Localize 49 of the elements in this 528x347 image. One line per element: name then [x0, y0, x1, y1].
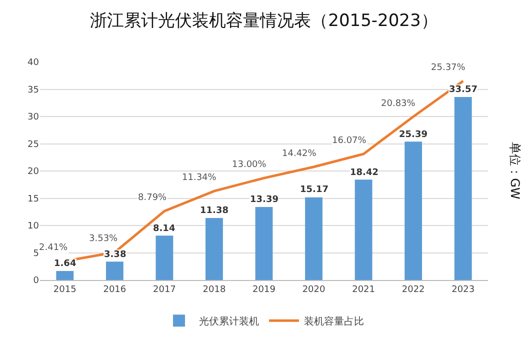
y-tick-label: 25 — [28, 140, 39, 150]
y-tick-label: 10 — [28, 222, 40, 232]
data-label: 8.14 — [153, 224, 176, 234]
data-label: 25.39 — [399, 130, 428, 140]
y-tick-label: 15 — [28, 194, 39, 204]
data-label: 13.39 — [250, 195, 278, 205]
y-tick-label: 20 — [28, 167, 40, 178]
bar — [354, 180, 372, 280]
bar — [56, 271, 74, 280]
y-tick-label: 40 — [28, 58, 40, 68]
x-tick-label: 2020 — [302, 284, 326, 295]
bar — [454, 97, 472, 280]
data-label: 14.42% — [282, 149, 317, 159]
bar — [156, 236, 174, 280]
x-tick-label: 2016 — [103, 284, 126, 295]
bar — [404, 142, 422, 280]
chart-title: 浙江累计光伏装机容量情况表（2015-2023） — [90, 10, 438, 31]
data-label: 11.34% — [182, 173, 217, 183]
data-label: 2.41% — [39, 243, 68, 253]
y-tick-label: 5 — [33, 248, 39, 259]
y-tick-label: 35 — [28, 85, 39, 96]
x-tick-label: 2022 — [402, 284, 425, 295]
data-label: 11.38 — [200, 206, 228, 216]
data-label: 25.37% — [431, 63, 466, 73]
data-label: 15.17 — [300, 185, 328, 195]
data-label: 1.64 — [54, 259, 76, 269]
y-tick-label: 0 — [33, 276, 40, 286]
x-tick-label: 2023 — [452, 284, 475, 295]
data-label: 8.79% — [138, 193, 168, 203]
bar — [305, 197, 322, 280]
bar — [255, 207, 273, 280]
data-label: 18.42 — [350, 168, 378, 178]
data-label: 3.38 — [104, 250, 126, 260]
data-label: 3.53% — [89, 234, 118, 244]
x-tick-label: 2015 — [53, 284, 76, 295]
x-tick-label: 2021 — [352, 284, 376, 295]
bar — [206, 218, 223, 280]
bar — [106, 262, 124, 280]
data-label: 16.07% — [332, 136, 367, 146]
data-label: 20.83% — [381, 99, 416, 109]
data-label: 13.00% — [232, 160, 267, 170]
x-tick-label: 2017 — [152, 284, 176, 295]
x-tick-label: 2019 — [252, 284, 276, 295]
legend-label: 光伏累计装机 — [199, 316, 259, 328]
y-axis-title: 单位：GW — [508, 142, 522, 200]
data-label: 33.57 — [449, 85, 478, 95]
y-tick-label: 30 — [28, 112, 40, 123]
x-tick-label: 2018 — [202, 284, 226, 295]
legend-label: 装机容量占比 — [304, 316, 364, 328]
